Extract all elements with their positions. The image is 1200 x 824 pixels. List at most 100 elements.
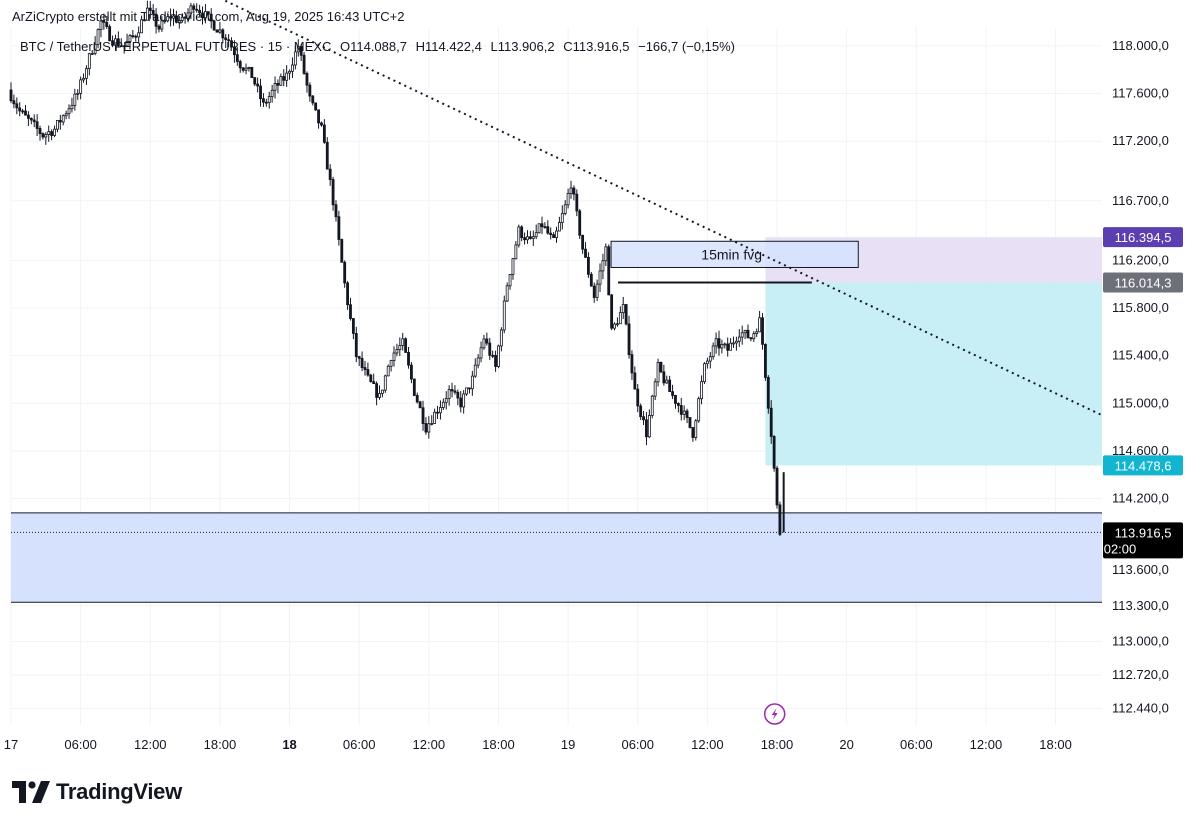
candle-up (296, 46, 300, 53)
candle-down (198, 9, 202, 14)
candle-down (366, 369, 370, 376)
candle-up (511, 258, 515, 275)
candle-up (47, 131, 51, 135)
candle-up (720, 344, 724, 349)
candle-up (288, 70, 291, 74)
y-tick-label: 114.200,0 (1112, 491, 1169, 506)
candle-up (711, 345, 715, 358)
candle-up (90, 52, 94, 55)
take-profit-zone (765, 282, 1102, 466)
candle-up (737, 336, 741, 342)
candle-down (256, 83, 260, 87)
candle-up (613, 323, 616, 329)
candle-down (302, 54, 306, 74)
candle-down (459, 397, 463, 408)
candle-up (137, 32, 141, 38)
candle-up (621, 304, 625, 314)
candle-up (189, 5, 193, 14)
candle-down (587, 256, 590, 275)
candle-down (317, 109, 320, 124)
symbol-label[interactable]: BTC / TetherUS PERPETUAL FUTURES · 15 · … (20, 39, 332, 54)
candle-down (253, 77, 257, 85)
price-tag-label: 116.014,3 (1115, 275, 1172, 290)
candle-down (29, 117, 33, 121)
candle-down (674, 395, 677, 404)
candle-up (247, 66, 251, 69)
candle-up (291, 64, 294, 72)
candle-down (589, 273, 593, 287)
price-axis: 118.000,0 117.600,0 117.200,0 116.700,0 116.… (1112, 38, 1169, 715)
candle-up (267, 96, 271, 104)
candle-up (427, 423, 431, 433)
y-tick-label: 114.600,0 (1112, 443, 1169, 458)
candle-down (639, 405, 643, 418)
x-tick-label: 12:00 (691, 737, 724, 752)
candle-down (636, 388, 640, 407)
candle-up (87, 53, 91, 69)
candle-down (766, 377, 770, 409)
candle-down (331, 179, 335, 206)
candle-down (131, 35, 135, 38)
candle-up (125, 41, 129, 47)
x-tick-label: 18:00 (204, 737, 237, 752)
fvg-box (610, 240, 859, 268)
candle-down (337, 216, 341, 240)
x-tick-label: 20 (839, 737, 853, 752)
candle-down (32, 119, 36, 123)
candle-up (293, 51, 297, 66)
candle-down (311, 95, 315, 104)
candle-down (436, 411, 439, 414)
high-value: H114.422,4 (415, 39, 482, 54)
candle-up (723, 343, 727, 346)
candle-up (203, 11, 207, 19)
candle-down (572, 187, 576, 195)
y-tick-label: 117.200,0 (1112, 133, 1169, 148)
candle-up (665, 379, 669, 384)
candle-down (24, 110, 27, 116)
time-axis: 17 06:00 12:00 18:00 18 06:00 12:00 18:00 19 06:0… (4, 737, 1072, 752)
candle-up (569, 187, 573, 194)
demand-zone (11, 512, 1102, 603)
candle-down (235, 54, 239, 62)
candle-up (517, 226, 521, 246)
candle-up (392, 352, 396, 361)
ohlc-legend: BTC / TetherUS PERPETUAL FUTURES · 15 · … (20, 39, 740, 54)
candle-up (82, 77, 85, 81)
candle-up (79, 79, 83, 94)
tradingview-logo[interactable]: TradingView (12, 778, 182, 806)
close-value: C113.916,5 (563, 39, 630, 54)
candle-down (195, 8, 199, 11)
x-tick-label: 12:00 (970, 737, 1003, 752)
candle-up (758, 317, 762, 333)
candle-up (76, 92, 80, 95)
candle-down (607, 246, 611, 296)
candle-down (584, 248, 587, 258)
candle-down (404, 338, 408, 353)
candle-down (453, 390, 457, 393)
candle-up (140, 19, 143, 34)
candle-down (659, 361, 663, 373)
candle-up (401, 338, 405, 346)
candle-down (494, 355, 497, 367)
candle-up (470, 375, 474, 390)
candle-down (418, 401, 422, 409)
candle-up (67, 108, 71, 115)
candle-down (15, 103, 19, 109)
candle-down (325, 141, 329, 170)
candle-down (642, 416, 645, 421)
candle-down (662, 371, 666, 384)
candle-down (328, 168, 332, 180)
candle-up (462, 393, 466, 408)
x-tick-label: 18:00 (761, 737, 794, 752)
candle-down (488, 342, 492, 356)
candle-up (378, 392, 381, 398)
candle-up (647, 415, 651, 438)
chart-zones: 15min fvg (11, 237, 1102, 603)
candle-up (560, 213, 564, 223)
candle-up (244, 67, 248, 71)
candle-down (775, 467, 779, 506)
y-tick-label: 112.720,0 (1112, 667, 1169, 682)
candle-down (523, 237, 526, 241)
candles (9, 0, 785, 537)
